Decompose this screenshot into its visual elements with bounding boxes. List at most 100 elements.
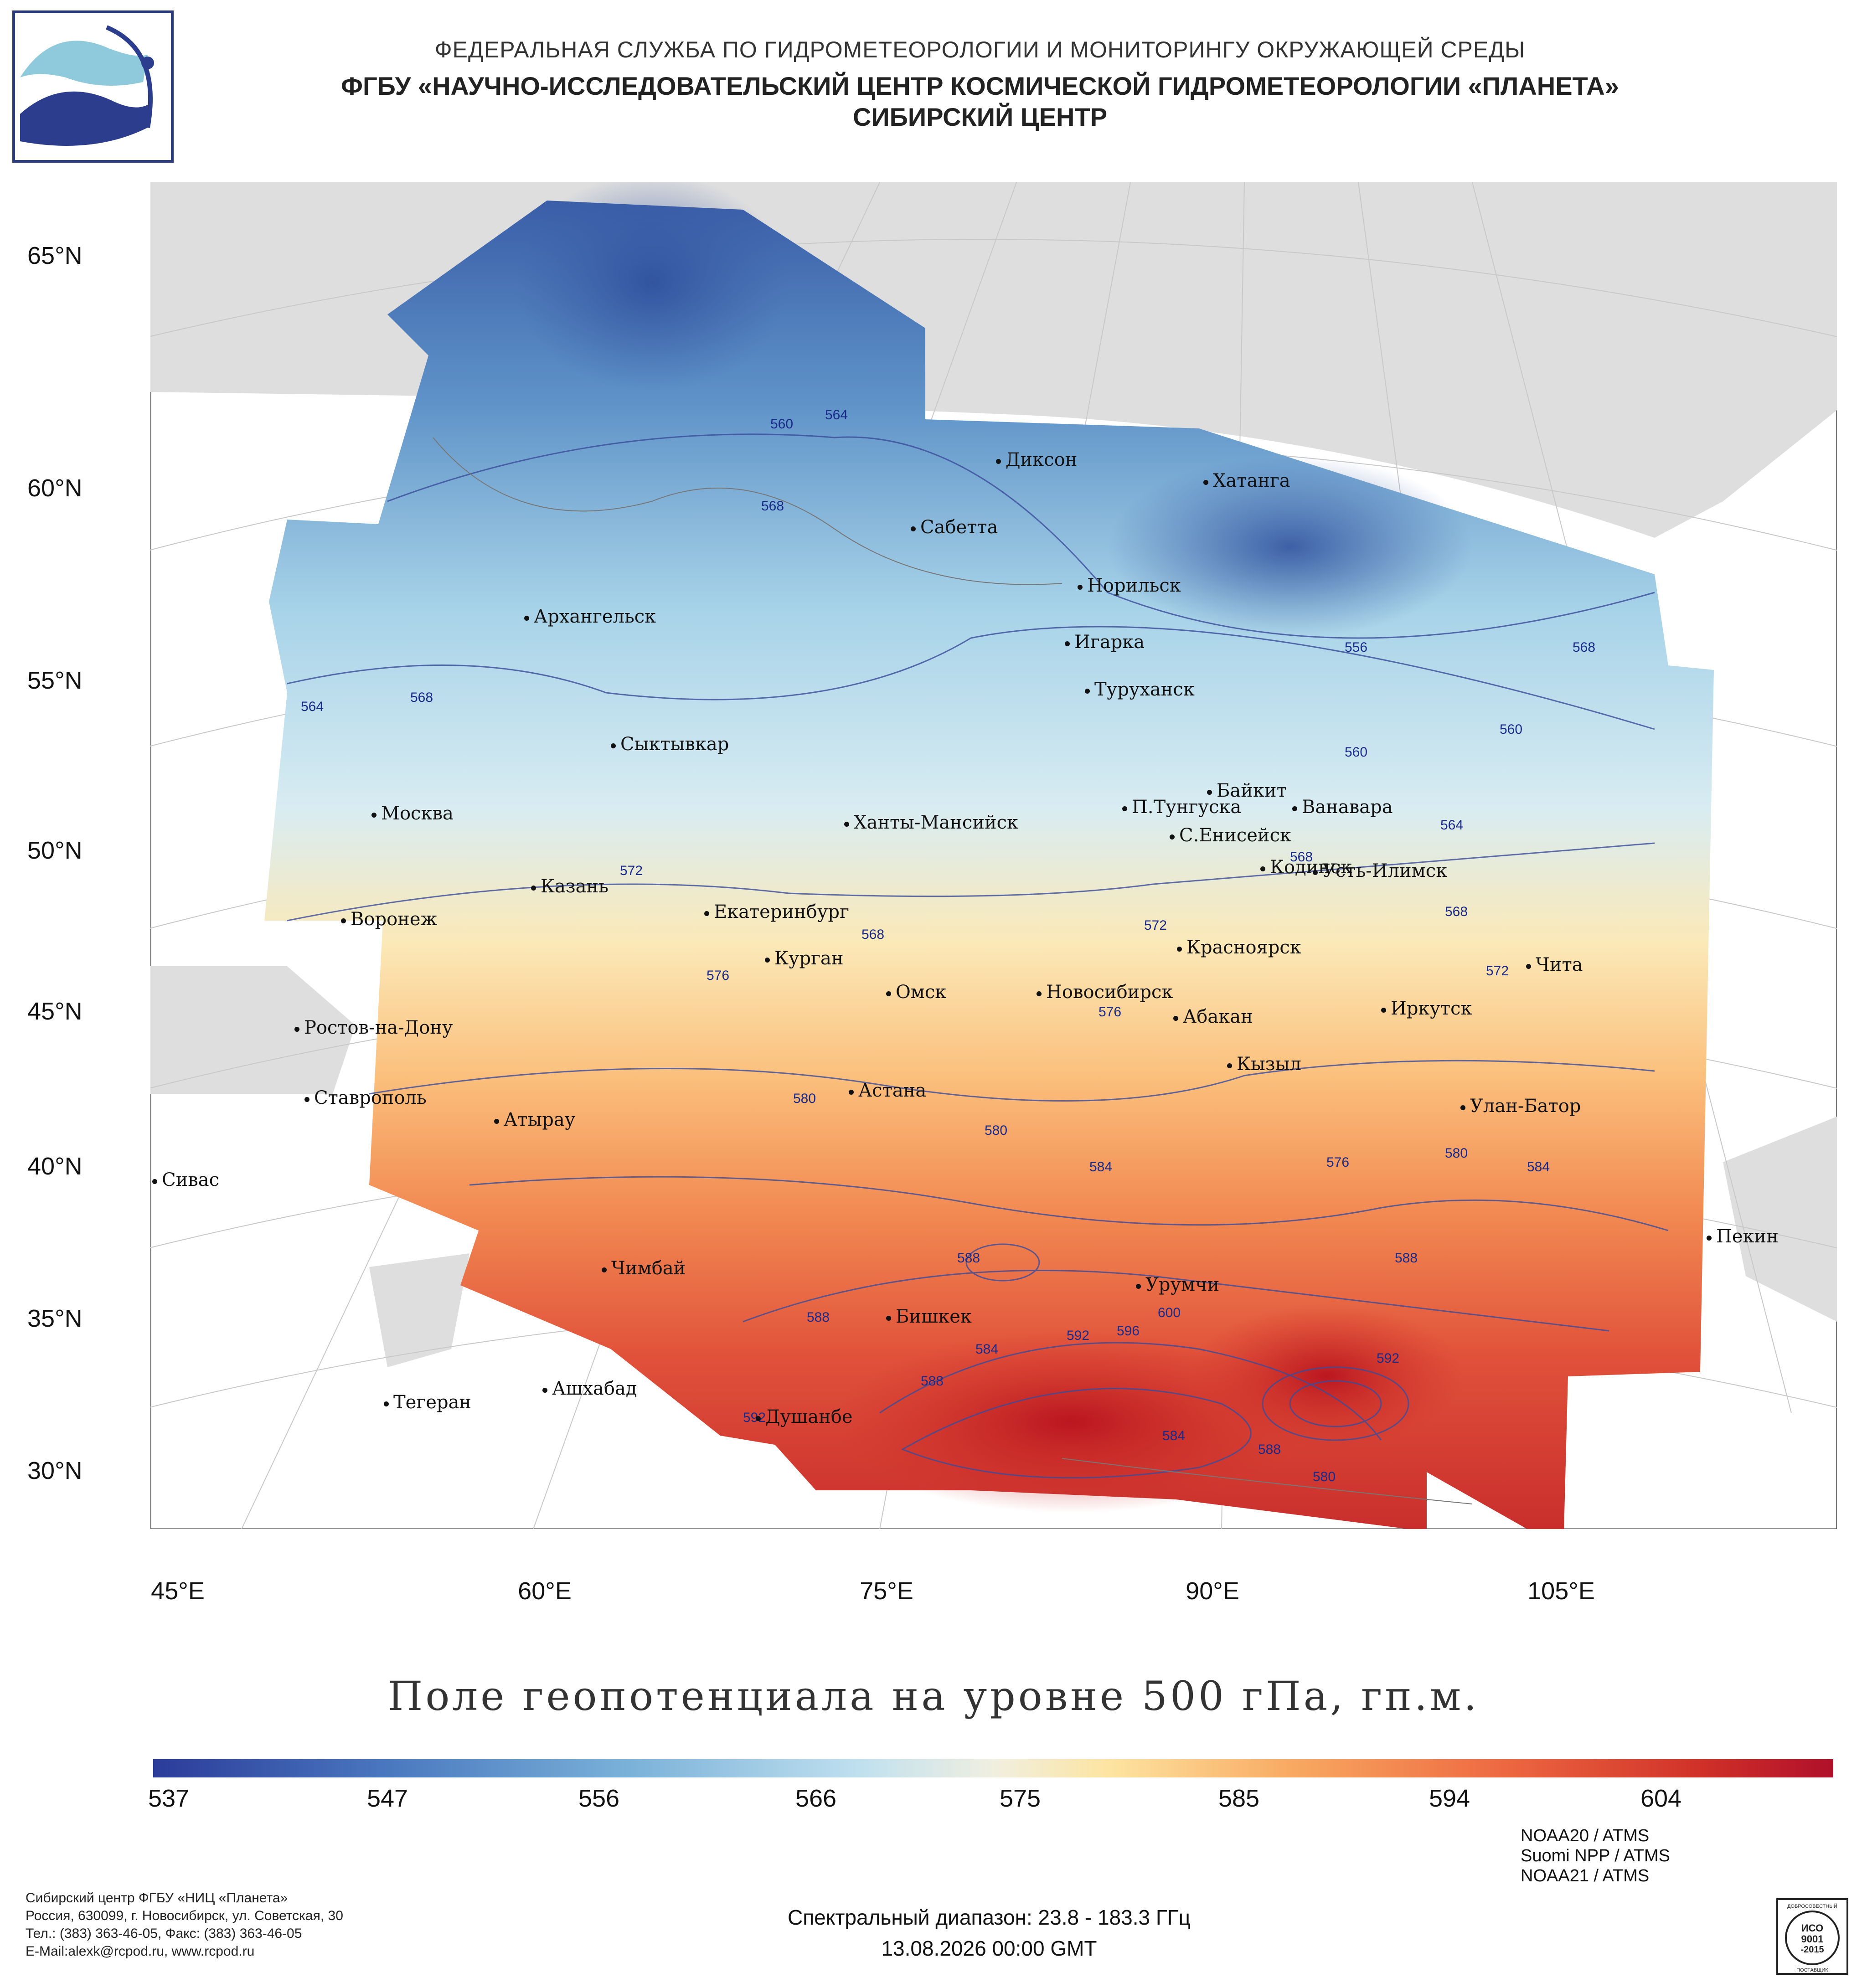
city-name: Сивас xyxy=(162,1169,220,1190)
contour-label: 580 xyxy=(1445,1146,1468,1161)
colorbar-title: Поле геопотенциала на уровне 500 гПа, гп… xyxy=(387,1673,1480,1720)
city-name: С.Енисейск xyxy=(1179,825,1291,846)
satellite-item: NOAA20 / ATMS xyxy=(1521,1826,1650,1845)
city-label: Иркутск xyxy=(1381,998,1472,1019)
org-address: Россия, 630099, г. Новосибирск, ул. Сове… xyxy=(26,1908,343,1923)
colorbar-tick: 594 xyxy=(1429,1785,1470,1812)
city-name: Ростов-на-Дону xyxy=(304,1017,453,1038)
city-label: Ванавара xyxy=(1292,797,1393,818)
city-marker xyxy=(1381,1007,1386,1013)
city-marker xyxy=(844,821,849,827)
city-label: Омск xyxy=(886,982,946,1003)
city-marker xyxy=(1292,806,1297,811)
city-label: Архангельск xyxy=(524,606,656,627)
city-name: Ашхабад xyxy=(552,1378,637,1399)
colorbar-tick: 537 xyxy=(148,1785,190,1812)
lon-label: 60°E xyxy=(518,1577,572,1605)
contour-label: 576 xyxy=(1326,1155,1349,1170)
institute-line: ФГБУ «НАУЧНО-ИССЛЕДОВАТЕЛЬСКИЙ ЦЕНТР КОС… xyxy=(341,72,1619,100)
city-marker xyxy=(756,1416,761,1421)
city-label: Бишкек xyxy=(886,1306,972,1327)
contour-label: 560 xyxy=(1500,722,1522,737)
city-label: Москва xyxy=(371,803,454,824)
satellite-item: NOAA21 / ATMS xyxy=(1521,1866,1650,1885)
city-label: Пекин xyxy=(1707,1226,1779,1247)
colorbar-tick: 585 xyxy=(1218,1785,1260,1812)
colorbar-tick: 566 xyxy=(795,1785,837,1812)
satellite-list: NOAA20 / ATMS Suomi NPP / ATMS NOAA21 / … xyxy=(1521,1826,1670,1886)
contour-label: 584 xyxy=(1162,1428,1185,1443)
colorbar-tick: 575 xyxy=(999,1785,1041,1812)
city-name: П.Тунгуска xyxy=(1132,797,1242,818)
city-marker xyxy=(1136,1283,1141,1289)
city-name: Бишкек xyxy=(896,1306,972,1327)
city-label: Новосибирск xyxy=(1037,982,1173,1003)
city-name: Тегеран xyxy=(393,1392,472,1413)
iso-number: 9001 xyxy=(1801,1933,1824,1945)
city-marker xyxy=(911,526,916,531)
lon-label: 105°E xyxy=(1527,1577,1595,1605)
city-label: Ростов-на-Дону xyxy=(294,1017,453,1038)
city-marker xyxy=(494,1118,499,1124)
city-marker xyxy=(1177,946,1182,952)
org-name: Сибирский центр ФГБУ «НИЦ «Планета» xyxy=(26,1890,288,1906)
lat-label: 55°N xyxy=(27,667,83,694)
contour-label: 568 xyxy=(1445,904,1468,919)
city-marker xyxy=(996,458,1001,464)
city-marker xyxy=(886,1315,891,1321)
city-label: С.Енисейск xyxy=(1170,825,1291,846)
contour-label: 584 xyxy=(975,1342,998,1357)
city-name: Курган xyxy=(774,948,844,969)
city-label: Улан-Батор xyxy=(1460,1096,1581,1117)
contour-label: 568 xyxy=(410,690,433,705)
city-marker xyxy=(704,911,709,916)
contour-label: 560 xyxy=(1345,745,1367,760)
contour-label: 588 xyxy=(1395,1251,1418,1266)
contour-label: 588 xyxy=(957,1251,980,1266)
city-label: Красноярск xyxy=(1177,937,1301,958)
lat-label: 65°N xyxy=(27,242,83,269)
colorbar-tick: 556 xyxy=(578,1785,620,1812)
city-marker xyxy=(524,615,529,621)
center-line: СИБИРСКИЙ ЦЕНТР xyxy=(852,103,1108,131)
contour-label: 568 xyxy=(1573,640,1595,655)
city-name: Урумчи xyxy=(1145,1274,1220,1295)
contour-label: 556 xyxy=(1345,640,1367,655)
satellite-item: Suomi NPP / ATMS xyxy=(1521,1846,1671,1865)
city-name: Сабетта xyxy=(920,517,998,538)
colorbar-tick: 604 xyxy=(1640,1785,1682,1812)
city-label: Ханты-Мансийск xyxy=(844,812,1018,833)
city-name: Астана xyxy=(858,1080,927,1101)
lon-label: 45°E xyxy=(151,1577,205,1605)
city-label: Норильск xyxy=(1078,575,1181,596)
city-name: Чита xyxy=(1536,954,1583,975)
city-marker xyxy=(1078,584,1083,590)
contour-label: 588 xyxy=(921,1374,944,1389)
city-name: Диксон xyxy=(1006,449,1078,470)
city-label: П.Тунгуска xyxy=(1122,797,1241,818)
contour-label: 572 xyxy=(1144,918,1167,933)
planeta-logo xyxy=(12,10,174,163)
city-label: Чимбай xyxy=(602,1258,686,1279)
contour-label: 568 xyxy=(861,927,884,942)
contour-label: 568 xyxy=(761,499,784,514)
city-label: Казань xyxy=(531,876,609,897)
city-name: Сыктывкар xyxy=(620,734,729,755)
contour-label: 580 xyxy=(1313,1469,1336,1484)
contour-label: 588 xyxy=(807,1310,830,1325)
city-marker xyxy=(1707,1235,1712,1241)
city-name: Абакан xyxy=(1183,1006,1253,1027)
contour-label: 572 xyxy=(620,863,643,878)
city-label: Атырау xyxy=(494,1109,575,1130)
city-name: Кызыл xyxy=(1237,1054,1301,1075)
city-name: Новосибирск xyxy=(1046,982,1173,1003)
iso-year: -2015 xyxy=(1800,1945,1824,1955)
city-marker xyxy=(1526,963,1531,969)
iso-top-text: ДОБРОСОВЕСТНЫЙ xyxy=(1787,1903,1837,1909)
city-name: Кодинск xyxy=(1270,857,1352,878)
city-marker xyxy=(1203,479,1208,485)
city-marker xyxy=(384,1401,389,1406)
city-marker xyxy=(371,812,376,818)
city-name: Хатанга xyxy=(1213,470,1290,491)
city-name: Екатеринбург xyxy=(714,901,849,922)
